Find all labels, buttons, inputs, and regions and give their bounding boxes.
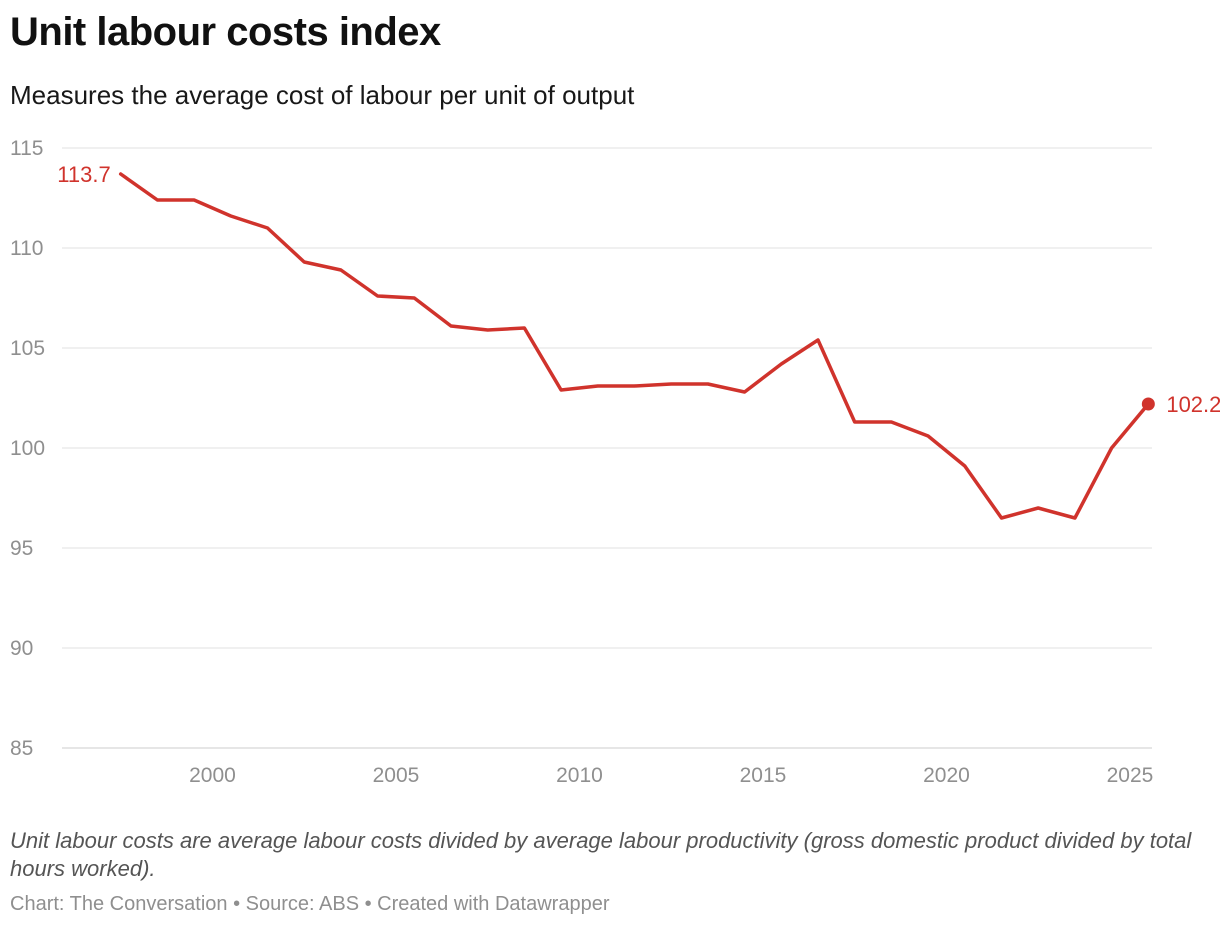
y-tick-label-95: 95 — [10, 537, 33, 560]
gridlines — [62, 147, 1152, 749]
end-point-marker — [1141, 397, 1155, 411]
x-tick-label-2020: 2020 — [923, 764, 970, 787]
x-tick-label-2010: 2010 — [556, 764, 603, 787]
series-layer — [118, 172, 1151, 520]
chart-credits: Chart: The Conversation • Source: ABS • … — [10, 893, 610, 915]
x-tick-label-2015: 2015 — [740, 764, 787, 787]
y-tick-label-100: 100 — [10, 437, 45, 460]
x-axis-ticks: 2000 2005 2010 2015 2020 2025 — [189, 764, 1153, 787]
chart-title: Unit labour costs index — [10, 10, 441, 54]
chart-note: Unit labour costs are average labour cos… — [10, 828, 1192, 881]
y-tick-label-110: 110 — [10, 237, 43, 260]
chart-subtitle: Measures the average cost of labour per … — [10, 80, 635, 110]
y-tick-label-105: 105 — [10, 337, 45, 360]
data-labels: 113.7 102.2 — [57, 162, 1220, 417]
value-label-102.2: 102.2 — [1166, 392, 1220, 417]
series-line-0 — [118, 172, 1151, 520]
y-tick-label-85: 85 — [10, 737, 33, 760]
value-label-113.7: 113.7 — [57, 162, 110, 187]
x-tick-label-2025: 2025 — [1107, 764, 1154, 787]
x-tick-label-2005: 2005 — [373, 764, 420, 787]
y-axis-ticks: 85 90 95 100 105 110 115 — [10, 137, 45, 760]
x-tick-label-2000: 2000 — [189, 764, 236, 787]
y-tick-label-115: 115 — [10, 137, 43, 160]
y-tick-label-90: 90 — [10, 637, 33, 660]
